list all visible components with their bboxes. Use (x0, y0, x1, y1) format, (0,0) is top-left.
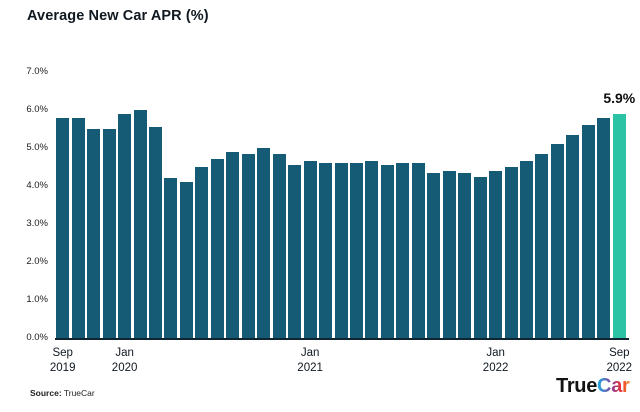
y-axis: 7.0% 6.0% 5.0% 4.0% 3.0% 2.0% 1.0% 0.0% (0, 66, 48, 343)
bar-apr-2020 (164, 178, 178, 338)
bar-feb-2022 (504, 167, 518, 338)
bar-jul-2021 (396, 163, 410, 338)
bar-dec-2019 (102, 129, 116, 338)
y-tick-4.0pct: 4.0% (26, 180, 48, 191)
bar-jul-2020 (210, 159, 224, 338)
bar-sep-2019 (56, 117, 70, 338)
y-tick-2.0pct: 2.0% (26, 256, 48, 267)
bar-nov-2019 (87, 129, 101, 338)
y-tick-7.0pct: 7.0% (26, 66, 48, 77)
x-tick-jan-2020: Jan 2020 (111, 347, 138, 374)
x-tick-jan-2021: Jan 2021 (297, 347, 323, 374)
bar-feb-2020 (133, 110, 147, 338)
logo-text-true: True (556, 375, 598, 397)
bar-feb-2021 (319, 163, 333, 338)
chart-title: Average New Car APR (%) (27, 8, 209, 24)
bar-jun-2020 (195, 167, 209, 338)
bar-sep-2022 (612, 113, 626, 338)
truecar-logo: TrueCar (556, 375, 630, 398)
bar-aug-2021 (411, 163, 425, 338)
bar-mar-2020 (148, 127, 162, 338)
plot-area: 5.9% (55, 72, 635, 338)
bar-mar-2022 (520, 161, 533, 338)
source-note: Source: TrueCar (30, 388, 95, 398)
bar-jul-2022 (581, 125, 595, 338)
y-tick-5.0pct: 5.0% (26, 142, 48, 153)
y-tick-1.0pct: 1.0% (26, 294, 48, 305)
bar-mar-2021 (334, 163, 348, 338)
bar-aug-2020 (226, 151, 240, 338)
bar-sep-2020 (241, 153, 255, 338)
last-bar-value-label: 5.9% (603, 89, 636, 106)
bar-oct-2020 (257, 148, 271, 338)
y-tick-3.0pct: 3.0% (26, 218, 48, 229)
bar-may-2021 (365, 161, 379, 338)
bar-jun-2022 (566, 134, 580, 338)
x-tick-sep-2019: Sep 2019 (49, 347, 76, 374)
bar-nov-2020 (272, 153, 286, 338)
y-tick-6.0pct: 6.0% (26, 104, 48, 115)
bar-jan-2022 (489, 170, 503, 338)
bar-dec-2021 (473, 176, 487, 338)
x-tick-sep-2022: Sep 2022 (606, 347, 633, 374)
y-tick-0.0pct: 0.0% (26, 332, 48, 343)
bar-sep-2021 (427, 172, 441, 338)
bar-dec-2020 (288, 165, 302, 338)
logo-text-car: Car (597, 375, 630, 397)
bar-jan-2020 (118, 113, 132, 338)
bar-aug-2022 (597, 117, 611, 338)
source-value: TrueCar (63, 388, 95, 398)
source-label: Source: (30, 388, 62, 398)
bar-apr-2021 (349, 163, 363, 338)
bar-oct-2019 (71, 117, 85, 338)
bar-oct-2021 (442, 170, 456, 338)
x-axis-line (55, 338, 629, 340)
bar-nov-2021 (458, 172, 472, 338)
bar-apr-2022 (535, 153, 549, 338)
bar-jun-2021 (380, 165, 394, 338)
bar-may-2022 (550, 144, 564, 338)
bar-jan-2021 (303, 161, 317, 338)
x-axis-labels: Sep 2019 Jan 2020 Jan 2021 Jan 2022 Sep 2022 (50, 346, 632, 380)
x-tick-jan-2022: Jan 2022 (482, 347, 509, 374)
bar-may-2020 (179, 182, 193, 338)
